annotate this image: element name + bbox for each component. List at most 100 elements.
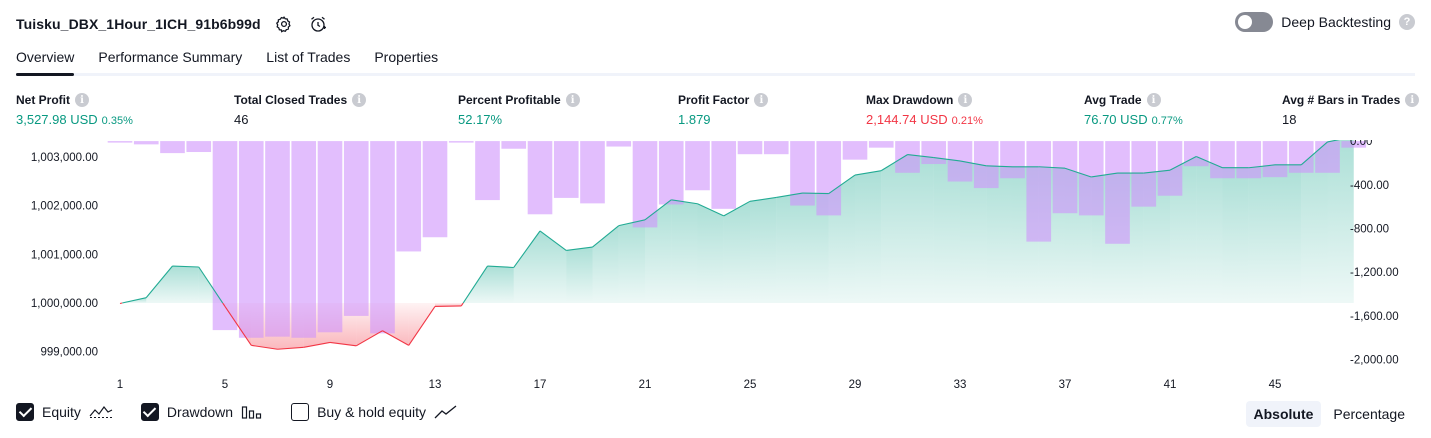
trade-number-tick: 37 — [1059, 379, 1072, 391]
drawdown-bar[interactable] — [475, 141, 500, 201]
tab-list-of-trades[interactable]: List of Trades — [266, 49, 351, 65]
drawdown-bar[interactable] — [737, 141, 763, 155]
drawdown-bar[interactable] — [790, 141, 815, 206]
drawdown-bar[interactable] — [1315, 141, 1340, 173]
equity-line-segment — [723, 200, 751, 217]
deep-backtesting-toggle[interactable] — [1235, 12, 1274, 32]
drawdown-bar[interactable] — [1052, 141, 1078, 214]
metric-value: 52.17% — [458, 112, 503, 127]
metric-value: 3,527.98 USD — [16, 112, 98, 127]
tab-performance-summary[interactable]: Performance Summary — [98, 49, 243, 65]
metric-total-closed-trades: Total Closed Trades i 46 — [234, 93, 367, 127]
tab-properties[interactable]: Properties — [374, 49, 439, 65]
equity-area-segment — [487, 266, 514, 304]
absolute-button[interactable]: Absolute — [1245, 401, 1322, 427]
drawdown-bar[interactable] — [711, 141, 737, 209]
drawdown-bar[interactable] — [1078, 141, 1104, 216]
drawdown-bar[interactable] — [1131, 141, 1157, 207]
equity-drawdown-chart[interactable]: 1,003,000.00 1,002,000.00 1,001,000.00 1,00… — [0, 140, 1431, 396]
drawdown-bar[interactable] — [186, 141, 212, 153]
drawdown-axis-tick: -1,600.00 — [1350, 311, 1399, 323]
info-icon[interactable]: i — [352, 93, 367, 107]
drawdown-axis-tick: 0.00 — [1350, 140, 1372, 148]
drawdown-bar[interactable] — [238, 141, 264, 338]
toggle-knob — [1238, 15, 1253, 29]
drawdown-bar[interactable] — [317, 141, 343, 333]
drawdown-bar[interactable] — [343, 141, 369, 316]
info-icon[interactable]: i — [958, 93, 973, 107]
strategy-title: Tuisku_DBX_1Hour_1ICH_91b6b99d — [16, 16, 261, 32]
trade-number-tick: 33 — [954, 379, 967, 391]
drawdown-bar[interactable] — [527, 141, 553, 215]
drawdown-bar[interactable] — [580, 141, 605, 204]
drawdown-axis-tick: -400.00 — [1350, 180, 1389, 192]
equity-area-segment — [802, 193, 829, 304]
equity-axis-tick: 1,000,000.00 — [31, 298, 98, 310]
drawdown-bar[interactable] — [842, 141, 868, 160]
drawdown-bar[interactable] — [422, 141, 448, 238]
drawdown-bar[interactable] — [160, 141, 185, 154]
trade-number-tick: 17 — [534, 379, 547, 391]
drawdown-bar[interactable] — [396, 141, 422, 252]
drawdown-bar[interactable] — [1000, 141, 1025, 179]
drawdown-bar[interactable] — [291, 141, 317, 338]
equity-area-segment — [933, 157, 960, 304]
equity-line-segment — [145, 265, 173, 299]
buy-hold-checkbox[interactable] — [291, 403, 310, 421]
trade-number-tick: 45 — [1269, 379, 1282, 391]
drawdown-bar[interactable] — [868, 141, 894, 148]
equity-area-segment — [855, 170, 882, 304]
drawdown-bar[interactable] — [212, 141, 238, 331]
drawdown-bar[interactable] — [895, 141, 920, 173]
drawdown-bar[interactable] — [685, 141, 710, 191]
drawdown-axis-tick: -800.00 — [1350, 224, 1389, 236]
equity-line-segment — [697, 203, 724, 217]
percentage-button[interactable]: Percentage — [1333, 406, 1405, 422]
drawdown-bar[interactable] — [1236, 141, 1262, 179]
drawdown-bar[interactable] — [265, 141, 290, 337]
info-icon[interactable]: i — [754, 93, 769, 107]
help-icon[interactable]: ? — [1399, 14, 1415, 30]
drawdown-bar[interactable] — [606, 141, 632, 147]
equity-area-segment — [592, 225, 619, 304]
info-icon[interactable]: i — [1146, 93, 1161, 107]
drawdown-bar[interactable] — [448, 141, 474, 143]
drawdown-bar[interactable] — [1026, 141, 1052, 242]
drawdown-bar[interactable] — [816, 141, 842, 216]
legend-drawdown[interactable]: Drawdown — [140, 403, 263, 421]
drawdown-bar[interactable] — [1105, 141, 1130, 244]
drawdown-bar[interactable] — [1183, 141, 1209, 167]
drawdown-bar[interactable] — [1157, 141, 1183, 196]
drawdown-bar[interactable] — [632, 141, 658, 228]
drawdown-bar[interactable] — [921, 141, 947, 165]
equity-line-segment — [462, 265, 488, 304]
equity-area-segment — [750, 197, 777, 304]
alert-clock-icon[interactable] — [307, 13, 329, 35]
drawdown-bar[interactable] — [1210, 141, 1235, 179]
drawdown-bar[interactable] — [107, 141, 133, 143]
tab-overview[interactable]: Overview — [16, 44, 75, 76]
drawdown-bar[interactable] — [133, 141, 159, 145]
metric-value: 18 — [1282, 112, 1297, 127]
drawdown-bar[interactable] — [1262, 141, 1288, 178]
value-mode-switch: Absolute Percentage — [1245, 401, 1414, 427]
info-icon[interactable]: i — [1405, 93, 1420, 107]
metric-label: Avg Trade — [1084, 93, 1142, 107]
drawdown-bar[interactable] — [553, 141, 579, 198]
equity-line-segment — [644, 199, 672, 221]
legend-equity[interactable]: Equity — [16, 403, 113, 421]
info-icon[interactable]: i — [75, 93, 89, 107]
drawdown-bar[interactable] — [763, 141, 789, 155]
drawdown-checkbox[interactable] — [140, 403, 159, 421]
drawdown-bar[interactable] — [1341, 141, 1367, 148]
settings-icon[interactable] — [273, 13, 295, 35]
metric-avg-bars-in-trades: Avg # Bars in Trades i 18 — [1282, 93, 1420, 127]
drawdown-bar[interactable] — [658, 141, 684, 205]
info-icon[interactable]: i — [565, 93, 580, 107]
equity-checkbox[interactable] — [16, 403, 34, 421]
drawdown-bar[interactable] — [501, 141, 527, 149]
equity-line-segment — [382, 330, 410, 346]
report-tabs: Overview Performance Summary List of Tra… — [16, 44, 1415, 76]
legend-buy-hold[interactable]: Buy & hold equity — [291, 403, 458, 421]
drawdown-bar[interactable] — [370, 141, 395, 334]
